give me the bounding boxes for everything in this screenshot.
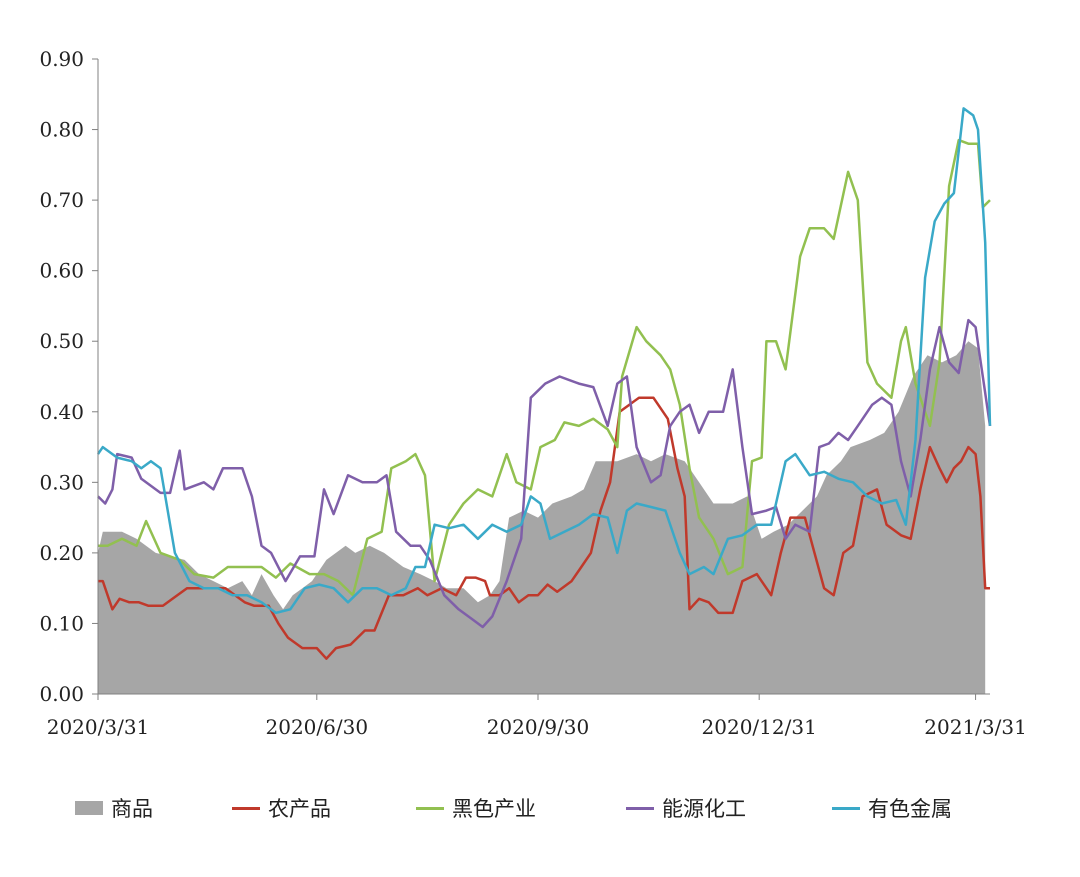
legend-item: 能源化工 <box>626 790 746 826</box>
y-tick-label: 0.50 <box>39 329 84 353</box>
y-tick-label: 0.60 <box>39 259 84 283</box>
legend-label: 能源化工 <box>662 797 746 821</box>
x-tick-label: 2020/6/30 <box>266 715 369 739</box>
y-tick-label: 0.30 <box>39 470 84 494</box>
series-area-shangpin <box>98 341 986 694</box>
legend-label: 商品 <box>111 797 153 821</box>
y-tick-label: 0.70 <box>39 188 84 212</box>
y-tick-label: 0.40 <box>39 400 84 424</box>
legend-item: 有色金属 <box>832 790 952 826</box>
series-line-4 <box>96 107 992 615</box>
legend-swatch-area <box>75 801 103 815</box>
legend: 商品 农产品 黑色产业 能源化工 有色金属 <box>0 790 1080 830</box>
legend-label: 黑色产业 <box>452 797 536 821</box>
legend-label: 有色金属 <box>868 797 952 821</box>
y-tick-label: 0.80 <box>39 118 84 142</box>
x-tick-label: 2020/9/30 <box>487 715 590 739</box>
x-tick-label: 2020/12/31 <box>702 715 817 739</box>
y-tick-label: 0.10 <box>39 611 84 635</box>
series-line-1 <box>98 396 990 660</box>
x-tick-label: 2020/3/31 <box>47 715 150 739</box>
legend-item: 商品 <box>75 790 153 826</box>
legend-item: 农产品 <box>232 790 331 826</box>
legend-swatch-line <box>416 806 444 810</box>
legend-swatch-line <box>232 806 260 810</box>
series-line-3 <box>97 318 992 629</box>
x-tick-label: 2021/3/31 <box>924 715 1027 739</box>
legend-label: 农产品 <box>268 797 331 821</box>
y-tick-label: 0.20 <box>39 541 84 565</box>
y-tick-label: 0.00 <box>39 682 84 706</box>
legend-item: 黑色产业 <box>416 790 536 826</box>
legend-swatch-line <box>626 806 654 810</box>
legend-swatch-line <box>832 806 860 810</box>
y-tick-label: 0.90 <box>39 47 84 71</box>
